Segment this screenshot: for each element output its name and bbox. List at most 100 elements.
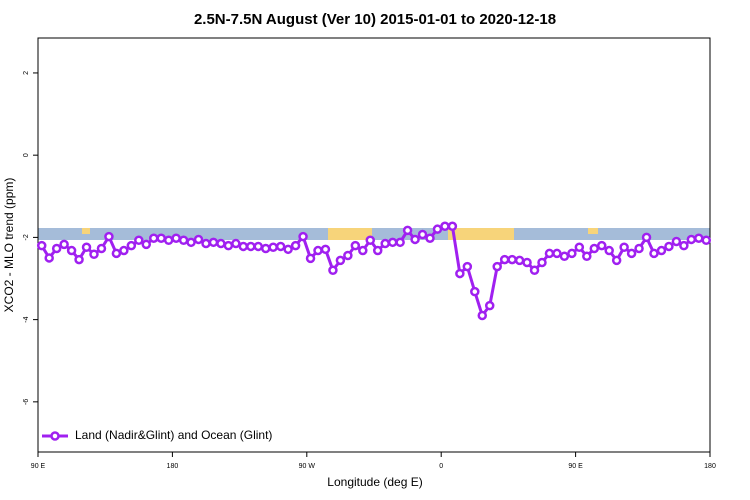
data-point xyxy=(66,245,77,256)
data-point xyxy=(582,251,592,262)
data-point xyxy=(343,250,353,261)
data-point xyxy=(589,243,600,254)
data-point xyxy=(559,251,570,262)
data-point xyxy=(514,255,525,266)
data-point xyxy=(51,243,62,254)
data-point xyxy=(290,240,301,251)
data-point xyxy=(425,233,435,243)
data-point xyxy=(492,261,502,272)
data-point xyxy=(544,248,555,259)
y-tick-label: 2 xyxy=(23,71,30,75)
data-point xyxy=(402,225,413,236)
legend-marker xyxy=(50,431,60,441)
land-strip xyxy=(588,228,598,234)
data-point xyxy=(567,248,577,259)
land-strip xyxy=(328,228,372,240)
data-point xyxy=(156,233,166,243)
data-point xyxy=(470,286,480,297)
y-tick-label: -4 xyxy=(23,316,30,322)
data-point xyxy=(626,248,637,259)
data-point xyxy=(380,238,390,249)
data-point xyxy=(193,234,204,245)
data-point xyxy=(328,265,338,276)
data-point xyxy=(305,253,316,264)
y-tick-label: -2 xyxy=(23,234,30,240)
data-point xyxy=(552,248,562,259)
data-point xyxy=(268,242,278,253)
legend-label: Land (Nadir&Glint) and Ocean (Glint) xyxy=(75,428,272,442)
data-point xyxy=(432,224,443,234)
data-point xyxy=(283,244,293,255)
data-point xyxy=(313,245,323,256)
data-point xyxy=(171,233,181,243)
land-strip xyxy=(82,228,90,234)
data-point xyxy=(701,235,712,246)
data-point xyxy=(96,243,107,254)
y-tick-label: 0 xyxy=(23,153,30,157)
data-point xyxy=(253,241,264,252)
data-point xyxy=(387,237,398,248)
data-point xyxy=(141,239,152,250)
y-axis-label: XCO2 - MLO trend (ppm) xyxy=(2,178,16,313)
data-point xyxy=(529,265,540,276)
data-point xyxy=(596,240,607,251)
data-point xyxy=(664,241,674,252)
x-axis-label: Longitude (deg E) xyxy=(327,475,422,489)
data-point xyxy=(671,236,682,247)
data-point xyxy=(246,241,256,252)
data-point xyxy=(36,240,47,251)
ocean-strip xyxy=(38,228,710,240)
data-point xyxy=(604,245,614,256)
data-point xyxy=(410,234,420,245)
data-point xyxy=(507,254,517,265)
data-point xyxy=(611,255,622,266)
data-point xyxy=(440,221,450,232)
data-point xyxy=(372,245,383,256)
data-point xyxy=(178,235,189,246)
data-point xyxy=(522,257,532,268)
data-point xyxy=(358,245,368,256)
x-tick-label: 90 W xyxy=(299,463,316,470)
data-point xyxy=(163,235,174,246)
x-tick-label: 90 E xyxy=(31,463,46,470)
data-point xyxy=(634,243,644,254)
data-point xyxy=(111,248,122,259)
data-point xyxy=(537,257,547,268)
data-point xyxy=(104,231,114,242)
x-tick-label: 180 xyxy=(167,463,179,470)
data-point xyxy=(201,238,211,249)
land-mask-strip xyxy=(38,228,710,240)
data-point xyxy=(81,242,92,253)
data-point xyxy=(119,245,129,256)
data-point xyxy=(275,241,286,252)
x-tick-label: 0 xyxy=(439,463,443,470)
data-point xyxy=(223,240,234,251)
data-point xyxy=(679,240,689,251)
data-point xyxy=(455,268,465,279)
land-strip xyxy=(448,228,514,240)
data-point xyxy=(335,255,346,266)
data-point xyxy=(126,240,137,251)
data-point xyxy=(208,237,219,248)
data-point xyxy=(447,221,458,232)
data-point xyxy=(365,235,376,246)
data-point xyxy=(686,234,697,245)
data-point xyxy=(44,253,54,263)
data-point xyxy=(619,242,629,253)
data-point xyxy=(395,237,405,248)
data-point xyxy=(148,233,159,243)
data-point xyxy=(484,300,495,311)
data-point xyxy=(59,239,69,250)
data-point xyxy=(238,241,249,252)
data-point xyxy=(417,229,428,240)
data-point xyxy=(134,235,144,246)
data-point xyxy=(694,233,704,243)
chart-title: 2.5N-7.5N August (Ver 10) 2015-01-01 to … xyxy=(194,11,556,28)
data-point xyxy=(216,238,226,249)
data-point xyxy=(350,240,361,251)
data-point xyxy=(89,249,99,260)
x-tick-label: 180 xyxy=(704,463,716,470)
data-point xyxy=(499,254,510,265)
data-point xyxy=(231,238,241,249)
